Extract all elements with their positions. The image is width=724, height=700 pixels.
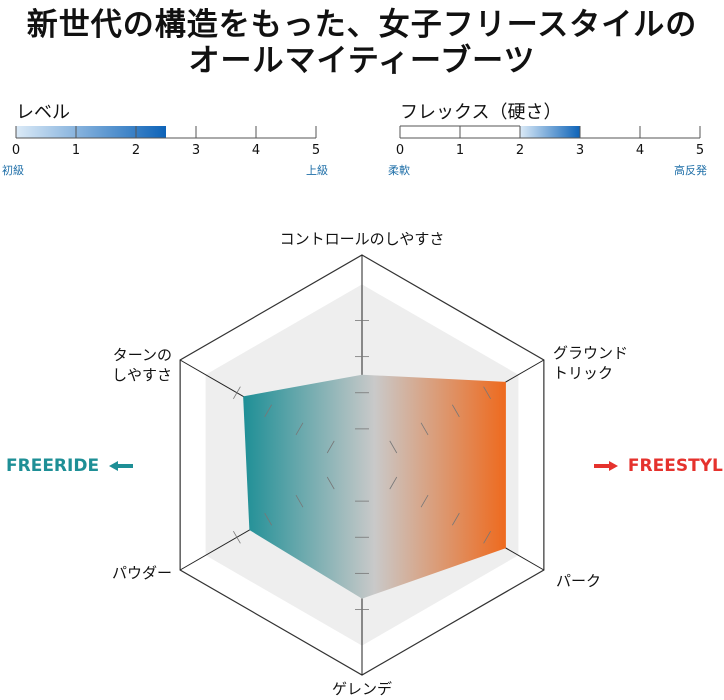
scale-fill xyxy=(520,126,580,138)
headline-line-2: オールマイティーブーツ xyxy=(188,43,536,79)
radar-tick xyxy=(233,530,241,544)
scale-tick-label: 0 xyxy=(396,143,404,158)
radar-data-area xyxy=(243,374,506,599)
scale-tick-label: 1 xyxy=(456,143,464,158)
radar-axis-label: ターンの xyxy=(113,346,172,364)
headline-line-1: 新世代の構造をもった、女子フリースタイルの xyxy=(26,7,698,43)
scale-fill xyxy=(16,126,166,138)
radar-axis-label: コントロールのしやすさ xyxy=(280,230,445,248)
level-scale-title: レベル xyxy=(16,102,70,123)
radar-data-layer xyxy=(243,374,506,599)
flex-scale: フレックス（硬さ） 0 1 2 3 4 5 柔軟 高反発 xyxy=(388,98,710,178)
radar-tick xyxy=(264,404,273,418)
radar-tick xyxy=(264,512,273,526)
radar-tick xyxy=(389,476,398,490)
radar-axis-label: グラウンド xyxy=(553,344,628,362)
flex-scale-title: フレックス（硬さ） xyxy=(400,102,562,123)
radar-tick xyxy=(483,530,491,544)
scale-tick-label: 3 xyxy=(192,143,200,158)
radar-tick xyxy=(483,386,491,400)
level-left-label: 初級 xyxy=(2,164,24,177)
radar-axis-label: ゲレンデ xyxy=(332,680,392,698)
scale-tick-label: 5 xyxy=(696,143,704,158)
scale-tick-label: 1 xyxy=(72,143,80,158)
arrow-right-icon xyxy=(594,461,618,471)
radar-tick xyxy=(451,512,460,526)
radar-tick xyxy=(295,494,304,508)
scale-tick-label: 3 xyxy=(576,143,584,158)
scale-tick-label: 4 xyxy=(636,143,644,158)
radar-ticks xyxy=(233,320,491,610)
scale-tick-label: 4 xyxy=(252,143,260,158)
radar-tick xyxy=(420,494,429,508)
level-scale-bar: 0 1 2 3 4 5 xyxy=(12,126,320,158)
radar-tick xyxy=(295,422,304,436)
level-scale: レベル 0 1 2 3 4 5 初級 上級 xyxy=(2,98,328,178)
radar-tick xyxy=(233,386,241,400)
flex-right-label: 高反発 xyxy=(674,164,707,177)
radar-tick xyxy=(326,440,335,454)
scale-tick-label: 5 xyxy=(312,143,320,158)
radar-axis-label: パーク xyxy=(556,572,601,590)
radar-tick xyxy=(389,440,398,454)
freeride-text: FREERIDE xyxy=(6,456,100,476)
scale-tick-label: 0 xyxy=(12,143,20,158)
arrow-left-icon xyxy=(109,461,133,471)
flex-left-label: 柔軟 xyxy=(388,164,410,177)
radar-tick xyxy=(420,422,429,436)
freestyle-text: FREESTYLE xyxy=(627,456,724,476)
freestyle-label: FREESTYLE xyxy=(592,456,724,476)
radar-axis-label: トリック xyxy=(553,364,613,382)
radar-axis-label: しやすさ xyxy=(112,366,172,384)
radar-tick xyxy=(326,476,335,490)
scale-tick-label: 2 xyxy=(132,143,140,158)
radar-tick xyxy=(451,404,460,418)
radar-axis-label: パウダー xyxy=(112,564,172,582)
level-right-label: 上級 xyxy=(306,164,328,177)
flex-scale-bar: 0 1 2 3 4 5 xyxy=(396,125,704,158)
freeride-label: FREERIDE xyxy=(6,456,135,476)
scale-tick-label: 2 xyxy=(516,143,524,158)
